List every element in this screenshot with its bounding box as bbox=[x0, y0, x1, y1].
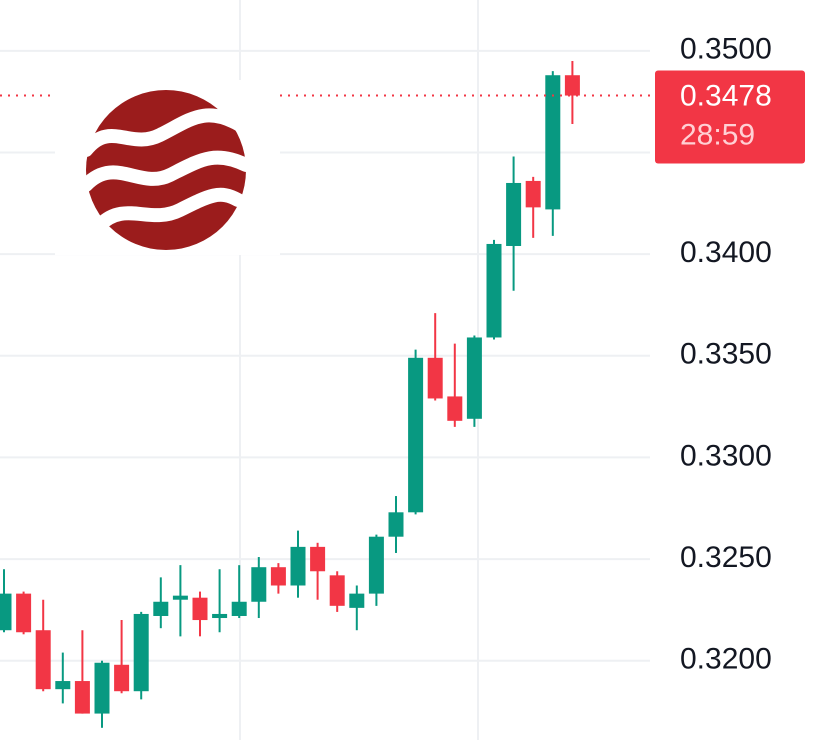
candle-body bbox=[408, 357, 424, 513]
candle-body bbox=[349, 593, 365, 608]
candle-body bbox=[192, 597, 208, 621]
candle-body bbox=[290, 546, 306, 586]
candle-body bbox=[172, 595, 188, 600]
candle-body bbox=[388, 512, 404, 537]
y-tick-label: 0.3500 bbox=[680, 33, 772, 66]
y-tick-label: 0.3200 bbox=[680, 643, 772, 676]
candle-body bbox=[466, 337, 482, 419]
candle-body bbox=[310, 546, 326, 572]
candle-body bbox=[212, 613, 228, 619]
candle-body bbox=[35, 630, 51, 690]
y-tick-label: 0.3350 bbox=[680, 338, 772, 371]
candle-body bbox=[525, 180, 541, 208]
price-tag bbox=[655, 70, 805, 164]
candle-body bbox=[55, 681, 71, 690]
y-tick-label: 0.3300 bbox=[680, 439, 772, 472]
candle-body bbox=[368, 536, 384, 594]
price-tag-countdown: 28:59 bbox=[680, 118, 755, 151]
logo-wave bbox=[79, 108, 247, 157]
logo-wave bbox=[93, 187, 245, 232]
candle-body bbox=[427, 357, 443, 399]
overlay: 0.32000.32500.33000.33500.34000.34500.35… bbox=[0, 33, 805, 676]
candle-body bbox=[447, 396, 463, 421]
logo bbox=[55, 80, 280, 255]
candle-body bbox=[94, 662, 110, 714]
candle-body bbox=[329, 575, 345, 606]
candle-body bbox=[564, 75, 580, 96]
y-tick-label: 0.3400 bbox=[680, 236, 772, 269]
candle-body bbox=[0, 593, 12, 631]
candle-body bbox=[506, 182, 522, 246]
y-tick-label: 0.3250 bbox=[680, 541, 772, 574]
candle-body bbox=[133, 613, 149, 692]
candle-body bbox=[74, 681, 90, 714]
candle-body bbox=[114, 664, 130, 692]
candle-body bbox=[545, 75, 561, 210]
candle-body bbox=[153, 601, 169, 616]
candle-body bbox=[251, 567, 267, 602]
logo-wave bbox=[79, 150, 253, 192]
candle-body bbox=[486, 243, 502, 338]
price-tag-value: 0.3478 bbox=[680, 79, 772, 112]
candle-body bbox=[16, 593, 32, 633]
candle-body bbox=[231, 601, 247, 616]
candles bbox=[0, 60, 580, 728]
candle-body bbox=[270, 567, 286, 586]
